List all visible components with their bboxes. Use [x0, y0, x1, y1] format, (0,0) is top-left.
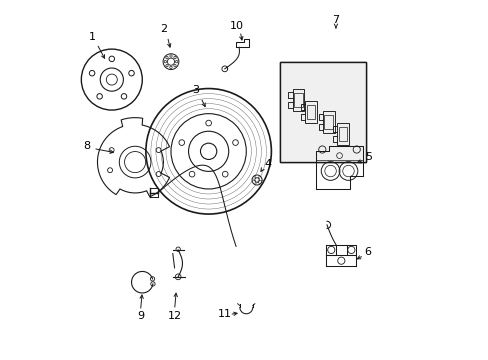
Text: 10: 10 [230, 21, 244, 31]
Bar [305, 101, 316, 123]
Text: 7: 7 [332, 15, 339, 26]
Bar [293, 93, 302, 107]
Text: 11: 11 [217, 310, 231, 319]
Bar [337, 123, 348, 145]
Bar [306, 105, 314, 119]
Text: 1: 1 [88, 32, 95, 41]
Text: 5: 5 [364, 152, 371, 162]
Bar [338, 127, 346, 141]
Bar [280, 62, 366, 162]
Text: 2: 2 [160, 24, 167, 35]
Bar [323, 111, 334, 133]
Bar [292, 89, 304, 111]
Bar [280, 62, 366, 162]
Text: 12: 12 [167, 311, 181, 321]
Text: 3: 3 [192, 85, 199, 95]
Text: 6: 6 [364, 247, 371, 257]
Text: 4: 4 [264, 159, 271, 169]
Bar [324, 115, 332, 129]
Text: 9: 9 [137, 311, 144, 321]
Text: 8: 8 [83, 141, 90, 151]
